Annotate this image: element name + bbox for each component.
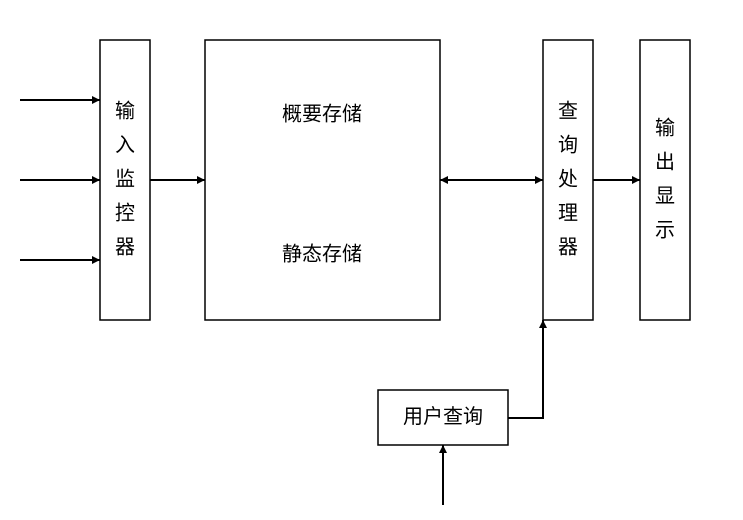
node-input_monitor-label: 控 [115,201,135,224]
edge [150,176,205,184]
nodes-layer: 输入监控器概要存储静态存储查询处理器输出显示用户查询 [100,40,690,445]
node-input_monitor-label: 监 [115,167,135,190]
edge [20,176,100,184]
edge [440,176,543,184]
node-query_processor-label: 查 [558,99,578,122]
node-storage: 概要存储静态存储 [205,40,440,320]
node-user_query: 用户查询 [378,390,508,445]
node-query_processor-label: 理 [558,202,578,224]
node-query_processor-label: 处 [558,167,578,190]
edge [508,320,547,418]
node-input_monitor-label: 输 [115,99,135,122]
node-output_display-label: 输 [655,116,675,139]
node-query_processor-label: 询 [558,133,578,156]
node-input_monitor-label: 器 [115,236,135,258]
edge [20,96,100,104]
node-user_query-label: 用户查询 [403,405,483,428]
node-storage-summary-label: 概要存储 [282,102,362,125]
node-query_processor-label: 器 [558,236,578,258]
node-storage-static-label: 静态存储 [282,242,362,265]
edge [439,445,447,505]
flowchart-canvas: 输入监控器概要存储静态存储查询处理器输出显示用户查询 [0,0,743,520]
edge [20,256,100,264]
node-query_processor: 查询处理器 [543,40,593,320]
edge [593,176,640,184]
node-input_monitor: 输入监控器 [100,40,150,320]
node-output_display-label: 示 [655,219,675,241]
node-input_monitor-label: 入 [115,134,135,156]
node-output_display-label: 出 [655,150,675,173]
node-output_display-label: 显 [655,185,675,207]
node-output_display: 输出显示 [640,40,690,320]
